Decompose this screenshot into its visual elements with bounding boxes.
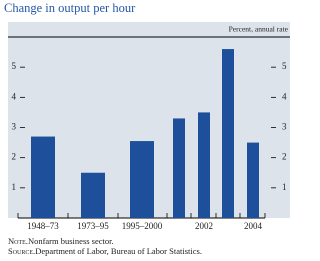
x-tick-label: 2004	[244, 221, 263, 231]
x-tick-label: 1995–2000	[122, 221, 163, 231]
note-label: Source.	[8, 246, 35, 256]
unit-label: Percent, annual rate	[229, 25, 289, 34]
note: Source.Department of Labor, Bureau of La…	[8, 246, 202, 256]
x-tick-label: 1973–95	[77, 221, 109, 231]
note-label: Note.	[8, 236, 28, 246]
note: Note.Nonfarm business sector.	[8, 236, 114, 246]
y-tick-label: 2	[12, 152, 17, 162]
x-tick-label: 1948–73	[27, 221, 59, 231]
bar	[81, 172, 105, 218]
x-tick-label: 2002	[195, 221, 213, 231]
page: {"chart_data": {"type": "bar", "title": …	[4, 0, 290, 256]
y-tick-label-right: 2	[282, 152, 287, 162]
note-text: Department of Labor, Bureau of Labor Sta…	[35, 246, 202, 256]
bar	[130, 141, 154, 218]
y-tick-label: 1	[12, 182, 17, 192]
bar	[247, 142, 259, 218]
bar	[222, 49, 234, 218]
y-tick-label: 5	[12, 61, 17, 71]
y-tick-label: 4	[12, 91, 17, 101]
chart: Change in output per hour Percent, annua…	[4, 1, 290, 256]
y-tick-label: 3	[12, 122, 17, 132]
chart-title: Change in output per hour	[4, 1, 136, 15]
y-tick-label-right: 3	[282, 122, 287, 132]
y-tick-label-right: 1	[282, 182, 287, 192]
y-tick-label-right: 4	[282, 91, 287, 101]
bar	[198, 112, 210, 218]
bar	[31, 136, 55, 218]
note-text: Nonfarm business sector.	[28, 236, 114, 246]
y-tick-label-right: 5	[282, 61, 287, 71]
bar	[173, 118, 185, 218]
